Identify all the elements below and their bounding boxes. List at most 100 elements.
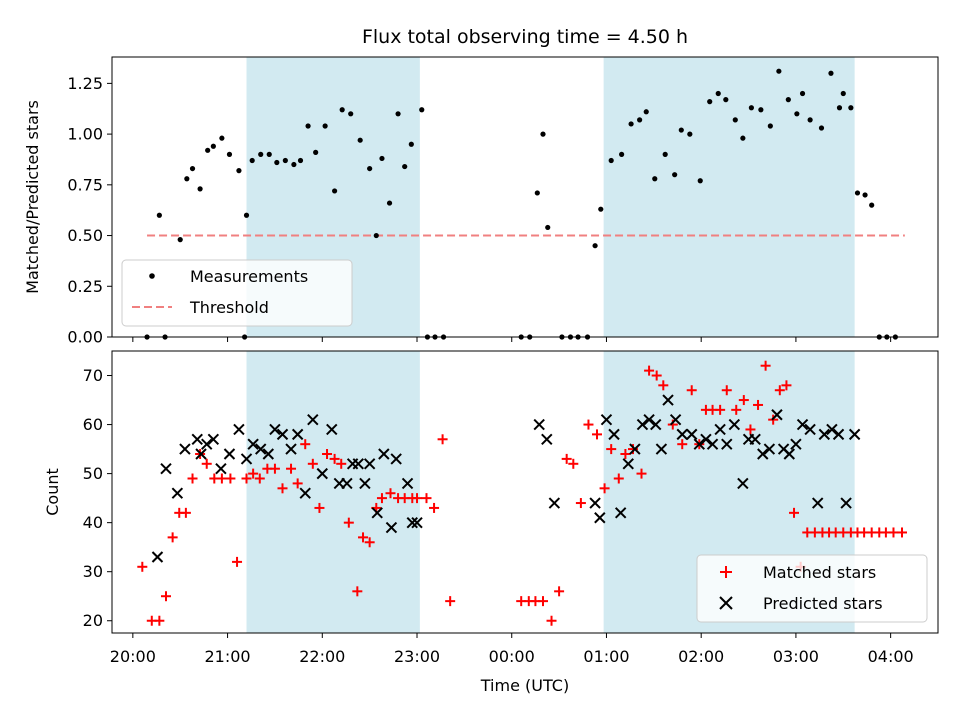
predicted-star-point (341, 477, 353, 490)
matched-star-point (568, 458, 579, 469)
predicted-star-point (269, 423, 281, 436)
matched-star-point (627, 444, 638, 455)
legend-matched-label: Matched stars (763, 563, 876, 582)
measurement-point (408, 141, 414, 147)
measurement-point (854, 190, 861, 196)
x-tick-label: 02:00 (678, 647, 724, 666)
measurement-point (799, 90, 806, 97)
predicted-star-point (669, 413, 682, 426)
y-tick-label: 70 (83, 366, 103, 385)
measurement-point (219, 135, 225, 141)
predicted-star-point (783, 448, 795, 460)
predicted-star-point (686, 428, 698, 441)
y-tick-label: 0.50 (67, 226, 103, 245)
measurement-point (592, 243, 598, 249)
measurement-point (836, 105, 843, 111)
measurement-point (367, 165, 373, 172)
predicted-star-point (721, 438, 733, 450)
x-tick-label: 23:00 (394, 647, 440, 666)
matched-star-point (738, 395, 749, 406)
matched-star-point (554, 586, 565, 597)
matched-star-point (658, 380, 669, 391)
matched-star-point (254, 473, 265, 484)
matched-star-point (292, 478, 303, 489)
measurement-point (758, 107, 764, 113)
x-tick-label: 01:00 (583, 647, 629, 666)
x-tick-label: 00:00 (489, 647, 535, 666)
measurement-point (197, 186, 203, 192)
predicted-star-point (589, 497, 601, 509)
top-panel: 0.00 0.25 0.50 0.75 1.00 1.25 Flux total obse… (23, 26, 939, 347)
measurement-point (332, 188, 338, 194)
predicted-star-point (693, 438, 706, 450)
predicted-star-point (650, 418, 662, 431)
measurement-point (373, 232, 379, 239)
matched-star-point (753, 399, 764, 410)
measurement-point (545, 224, 551, 231)
predicted-star-point (771, 409, 783, 421)
predicted-star-point (307, 413, 319, 426)
measurement-point (678, 127, 684, 133)
bottom-series-layer (137, 360, 908, 626)
matched-star-point (781, 380, 792, 391)
predicted-star-point (811, 497, 824, 509)
matched-star-point (731, 404, 742, 415)
matched-star-point (412, 493, 423, 504)
bottom-axes-frame (111, 350, 939, 634)
matched-star-point (620, 448, 631, 459)
measurement-point (226, 151, 233, 157)
measurement-point (619, 151, 625, 157)
matched-star-point (180, 507, 191, 518)
measurement-point (266, 151, 272, 157)
matched-star-point (137, 561, 148, 572)
measurement-point (258, 151, 264, 157)
predicted-star-point (614, 507, 627, 519)
top-shaded-intervals (246, 57, 855, 337)
x-tick-label: 20:00 (110, 647, 156, 666)
predicted-star-point (223, 448, 236, 460)
matched-star-point (437, 434, 448, 445)
y-tick-label: 0.00 (67, 328, 103, 347)
predicted-star-point (406, 516, 418, 529)
measurement-point (402, 163, 408, 170)
matched-star-point (154, 615, 165, 626)
predicted-star-point (676, 428, 688, 441)
predicted-star-point (629, 443, 641, 455)
top-y-ticks: 0.00 0.25 0.50 0.75 1.00 1.25 (67, 74, 112, 347)
legend-threshold-label: Threshold (189, 298, 269, 317)
measurement-point (848, 105, 854, 111)
measurement-point (348, 111, 354, 117)
measurement-point (379, 155, 385, 162)
matched-star-point (789, 507, 800, 518)
predicted-star-point (737, 477, 749, 490)
matched-star-point (352, 586, 363, 597)
measurement-point (707, 99, 713, 105)
matched-star-point (445, 596, 456, 607)
matched-star-point (216, 473, 227, 484)
matched-star-point (537, 596, 548, 607)
predicted-star-point (390, 453, 402, 465)
y-tick-label: 20 (83, 611, 103, 630)
matched-star-point (269, 463, 280, 474)
predicted-star-point (548, 497, 561, 509)
measurement-point (357, 137, 363, 143)
matched-star-point (651, 370, 662, 381)
predicted-star-point (215, 462, 227, 475)
matched-star-point (376, 493, 387, 504)
y-tick-label: 1.00 (67, 125, 103, 144)
predicted-star-point (195, 448, 207, 460)
matched-star-point (583, 419, 594, 430)
matched-star-point (636, 468, 647, 479)
measurement-point (210, 143, 216, 149)
bottom-panel: 20 30 40 50 60 70 20:00 21:00 22:00 23:00 00:00 01… (43, 350, 939, 695)
predicted-star-point (385, 521, 398, 534)
legend-predicted-label: Predicted stars (763, 594, 883, 613)
y-tick-label: 0.75 (67, 175, 103, 194)
predicted-star-point (541, 433, 553, 445)
predicted-star-point (848, 428, 861, 441)
predicted-star-point (401, 477, 414, 490)
predicted-star-point (160, 462, 172, 475)
bottom-legend-box (696, 554, 928, 623)
predicted-star-point (600, 413, 613, 426)
matched-star-point (277, 483, 288, 494)
